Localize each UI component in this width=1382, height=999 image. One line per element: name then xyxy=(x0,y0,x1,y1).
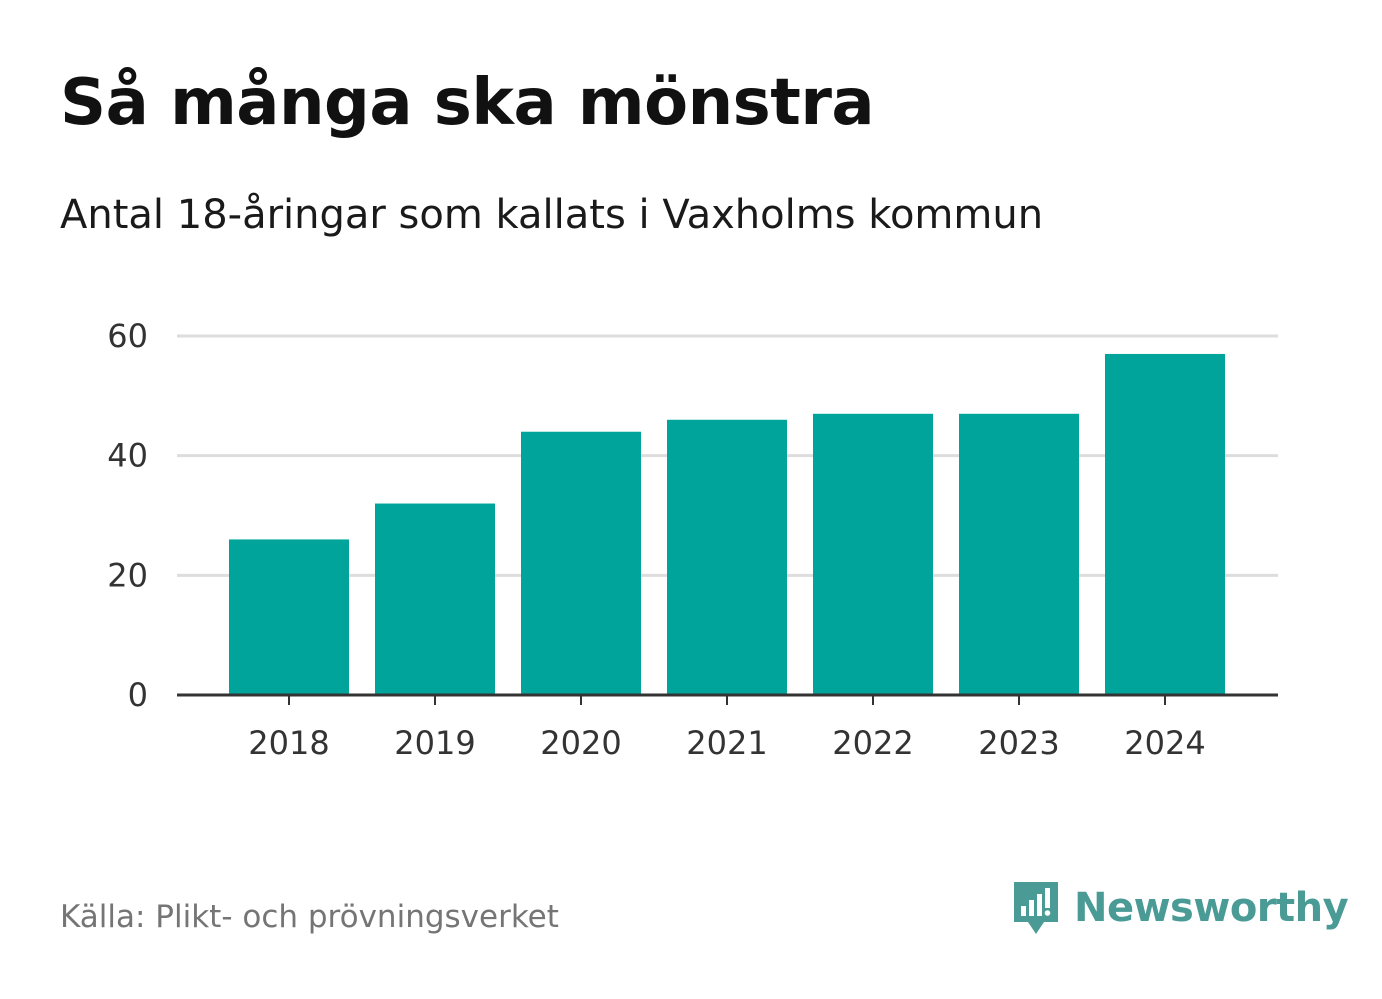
x-tick-label: 2019 xyxy=(394,724,475,762)
x-tick-label: 2024 xyxy=(1124,724,1205,762)
axes: 0 20 40 60 2018 2019 2020 2021 2022 2023 2024 xyxy=(107,317,1278,762)
y-tick-label: 60 xyxy=(107,317,148,355)
bar-2023 xyxy=(959,413,1079,695)
y-tick-label: 40 xyxy=(107,437,148,475)
newsworthy-logo-icon xyxy=(1014,882,1058,934)
bar-2022 xyxy=(813,413,933,695)
bar-2024 xyxy=(1105,353,1225,695)
x-tick-label: 2018 xyxy=(248,724,329,762)
x-tick-label: 2020 xyxy=(540,724,621,762)
x-tick-label: 2023 xyxy=(978,724,1059,762)
bar-2021 xyxy=(667,419,787,695)
chart-subtitle: Antal 18-åringar som kallats i Vaxholms … xyxy=(60,192,1044,238)
x-tick-label: 2022 xyxy=(832,724,913,762)
y-tick-label: 20 xyxy=(107,556,148,594)
bars xyxy=(229,353,1225,695)
chart-title: Så många ska mönstra xyxy=(60,66,875,140)
brand-logo: Newsworthy xyxy=(1010,878,1349,938)
bar-2018 xyxy=(229,539,349,695)
x-tick-label: 2021 xyxy=(686,724,767,762)
source-note: Källa: Plikt- och prövningsverket xyxy=(60,899,559,935)
bar-2019 xyxy=(375,503,495,695)
brand-name: Newsworthy xyxy=(1074,885,1349,931)
bar-2020 xyxy=(521,431,641,695)
y-tick-label: 0 xyxy=(128,676,148,714)
